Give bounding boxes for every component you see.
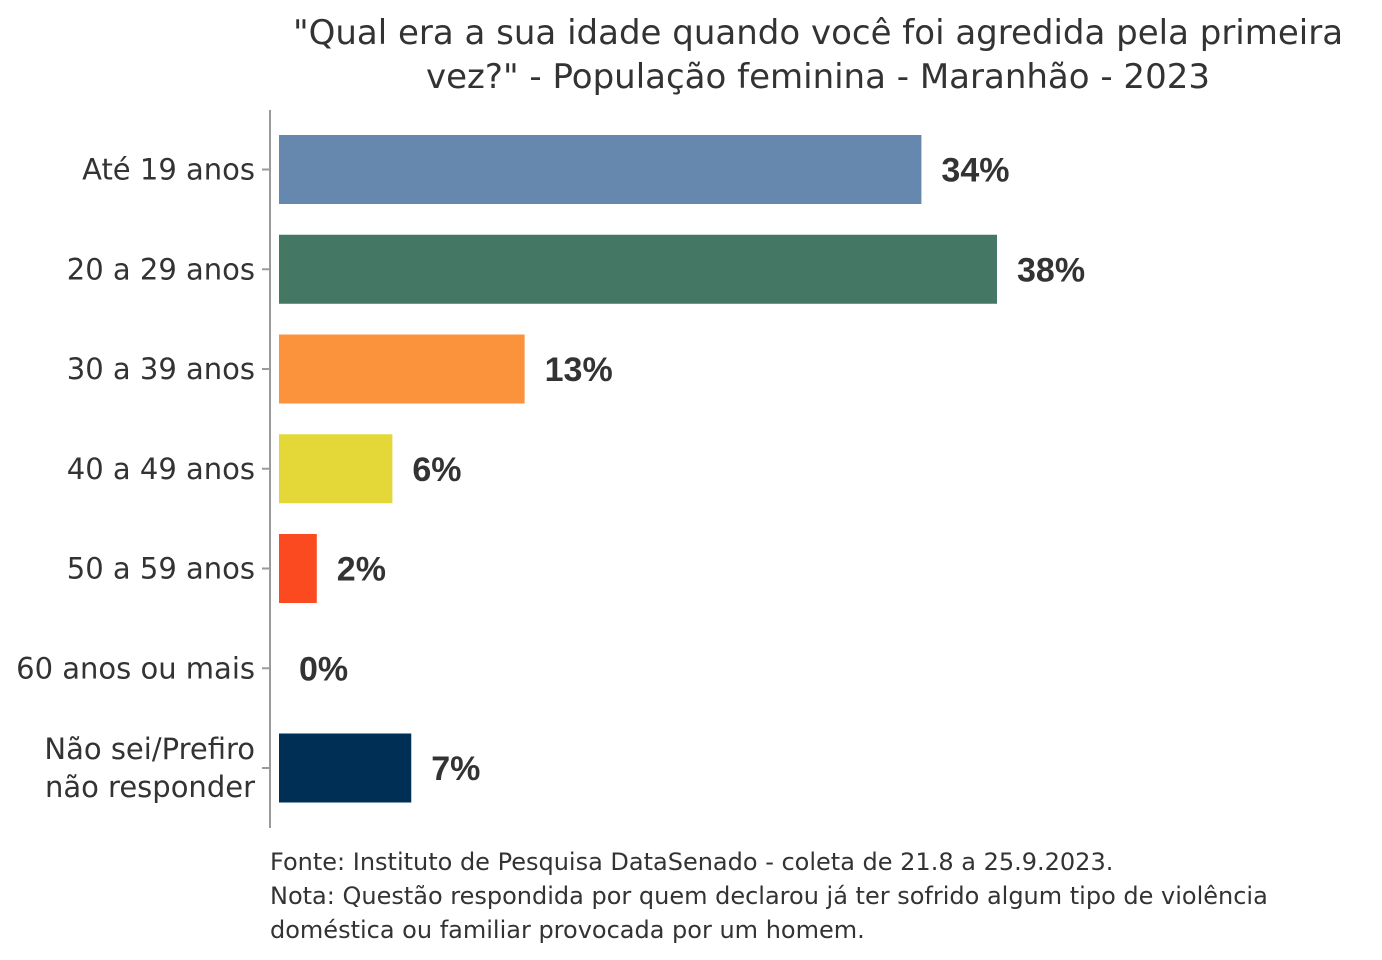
value-label: 6% <box>412 451 461 489</box>
bar <box>279 534 317 603</box>
chart-title-line-2: vez?" - População feminina - Maranhão - … <box>426 57 1210 97</box>
chart-title: "Qual era a sua idade quando você foi ag… <box>293 13 1343 97</box>
value-label: 0% <box>299 650 348 688</box>
chart-title-line-1: "Qual era a sua idade quando você foi ag… <box>293 13 1343 53</box>
category-label: 30 a 39 anos <box>67 352 255 386</box>
value-label: 7% <box>431 750 480 788</box>
bar <box>279 335 525 404</box>
value-label: 34% <box>941 152 1009 190</box>
bars <box>279 135 997 803</box>
category-label: Não sei/Prefiro <box>44 732 255 766</box>
bar <box>279 434 392 503</box>
category-label: 20 a 29 anos <box>67 252 255 286</box>
footnote: Fonte: Instituto de Pesquisa DataSenado … <box>270 848 1268 944</box>
footnote-line-1: Fonte: Instituto de Pesquisa DataSenado … <box>270 848 1113 876</box>
bar <box>279 235 997 304</box>
footnote-line-3: doméstica ou familiar provocada por um h… <box>270 916 865 944</box>
y-axis-ticks <box>262 170 270 769</box>
category-label: 40 a 49 anos <box>67 452 255 486</box>
value-label: 2% <box>337 551 386 589</box>
category-label: Até 19 anos <box>82 153 255 187</box>
footnote-line-2: Nota: Questão respondida por quem declar… <box>270 882 1268 910</box>
value-label: 13% <box>545 351 613 389</box>
bar <box>279 135 921 204</box>
category-label: 50 a 59 anos <box>67 552 255 586</box>
category-label: 60 anos ou mais <box>16 651 255 685</box>
value-label: 38% <box>1017 251 1085 289</box>
bar-chart: "Qual era a sua idade quando você foi ag… <box>0 0 1382 960</box>
bar <box>279 734 411 803</box>
category-label: não responder <box>45 770 255 804</box>
y-axis-labels: Até 19 anos 20 a 29 anos 30 a 39 anos 40 a … <box>16 153 255 805</box>
